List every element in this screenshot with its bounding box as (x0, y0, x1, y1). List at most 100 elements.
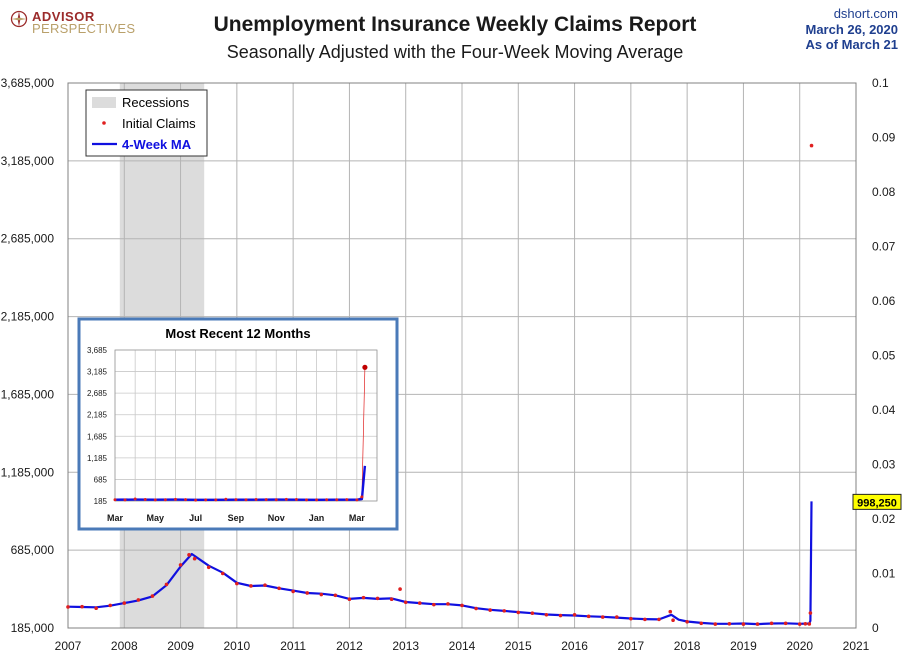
compass-icon (10, 10, 28, 28)
source-link[interactable]: dshort.com (833, 6, 898, 21)
inset-claims-point (133, 497, 137, 501)
inset-x-tick-label: Nov (268, 513, 285, 523)
initial-claims-point (530, 611, 535, 616)
inset-claims-point (294, 497, 298, 501)
initial-claims-point (347, 597, 352, 601)
initial-claims-point (807, 622, 812, 626)
x-tick-label: 2013 (392, 639, 419, 653)
initial-claims-point (797, 622, 802, 626)
initial-claims-point (80, 604, 84, 609)
y2-tick-label: 0.08 (872, 185, 896, 199)
y2-tick-label: 0.01 (872, 567, 896, 581)
inset-claims-point (274, 498, 278, 502)
initial-claims-point (727, 621, 732, 626)
legend-swatch-initial-claims (102, 121, 106, 125)
x-tick-label: 2009 (167, 639, 194, 653)
inset-claims-point (284, 497, 288, 501)
initial-claims-point (808, 611, 813, 615)
inset-x-tick-label: May (147, 513, 165, 523)
inset-claims-point (254, 497, 258, 501)
initial-claims-point (361, 595, 366, 600)
y-tick-label: 3,185,000 (1, 154, 55, 168)
inset-title: Most Recent 12 Months (165, 326, 310, 341)
initial-claims-point (249, 584, 253, 588)
y-tick-label: 1,685,000 (1, 387, 55, 401)
inset-y-tick-label: 2,185 (87, 411, 108, 420)
initial-claims-point (558, 613, 563, 618)
x-tick-label: 2019 (730, 639, 757, 653)
y-tick-label: 185,000 (11, 621, 55, 635)
y2-tick-label: 0.02 (872, 512, 896, 526)
x-tick-label: 2011 (280, 639, 306, 653)
inset-x-tick-label: Jul (189, 513, 202, 523)
initial-claims-point (783, 621, 788, 626)
inset-chart-recent-12-months: Most Recent 12 Months 185 685 1,185 1,685 2,1… (77, 317, 399, 531)
initial-claims-point (614, 615, 619, 619)
initial-claims-point (671, 618, 675, 623)
initial-claims-point (685, 619, 689, 624)
initial-claims-point (668, 609, 673, 614)
legend-label-recessions: Recessions (122, 95, 190, 110)
inset-x-tick-label: Sep (228, 513, 245, 523)
x-tick-label: 2021 (843, 639, 870, 653)
initial-claims-point (122, 601, 127, 605)
inset-claims-point (264, 498, 268, 502)
y2-tick-label: 0.05 (872, 349, 896, 363)
initial-claims-point (206, 565, 211, 570)
initial-claims-point (474, 606, 478, 611)
initial-claims-point (629, 616, 633, 621)
initial-claims-point (375, 596, 380, 601)
inset-claims-point (325, 498, 329, 502)
initial-claims-point (178, 563, 183, 567)
inset-claims-point (184, 498, 188, 502)
initial-claims-point (164, 582, 169, 587)
inset-claims-point (194, 498, 198, 502)
report-date: March 26, 2020 (805, 22, 898, 37)
initial-claims-point (572, 612, 577, 617)
advisor-perspectives-logo[interactable]: ADVISOR PERSPECTIVES (10, 8, 140, 42)
x-tick-label: 2020 (786, 639, 813, 653)
initial-claims-point (333, 593, 338, 598)
initial-claims-point (657, 617, 661, 622)
x-tick-label: 2008 (111, 639, 138, 653)
inset-claims-point (345, 498, 349, 502)
initial-claims-point (586, 614, 591, 619)
inset-y-tick-label: 1,185 (87, 454, 108, 463)
x-tick-label: 2015 (505, 639, 532, 653)
inset-claims-point (173, 497, 177, 501)
inset-frame (77, 317, 399, 531)
initial-claims-point (446, 602, 450, 606)
initial-claims-point (66, 605, 70, 609)
y2-tick-label: 0.04 (872, 403, 896, 417)
inset-claims-point (224, 497, 228, 501)
initial-claims-point (502, 609, 507, 613)
inset-claims-point (204, 498, 208, 502)
initial-claims-point (417, 601, 422, 605)
chart-subtitle: Seasonally Adjusted with the Four-Week M… (226, 42, 684, 62)
y-tick-label: 2,685,000 (1, 232, 55, 246)
x-tick-label: 2014 (449, 639, 476, 653)
y2-tick-label: 0.03 (872, 458, 896, 472)
initial-claims-point (94, 606, 98, 611)
initial-claims-point (305, 591, 310, 595)
initial-claims-point (187, 553, 191, 557)
inset-claims-point (113, 498, 117, 502)
ma-series-line (67, 501, 813, 626)
y-tick-label: 3,685,000 (1, 76, 55, 90)
inset-claims-point (315, 498, 319, 502)
initial-claims-point (600, 615, 605, 619)
inset-y-tick-label: 3,185 (87, 368, 108, 377)
inset-claims-point (304, 498, 308, 502)
initial-claims-point (803, 621, 808, 626)
initial-claims-point (713, 622, 718, 626)
initial-claims-point (755, 622, 760, 626)
inset-claims-point (355, 498, 359, 502)
initial-claims-point (277, 586, 281, 591)
initial-claims-point (403, 600, 408, 605)
inset-y-tick-label: 1,685 (87, 432, 108, 441)
y2-tick-label: 0.06 (872, 294, 896, 308)
y2-tick-label: 0.07 (872, 240, 896, 254)
last-value-label-box (852, 493, 902, 510)
initial-claims-point (516, 610, 521, 615)
